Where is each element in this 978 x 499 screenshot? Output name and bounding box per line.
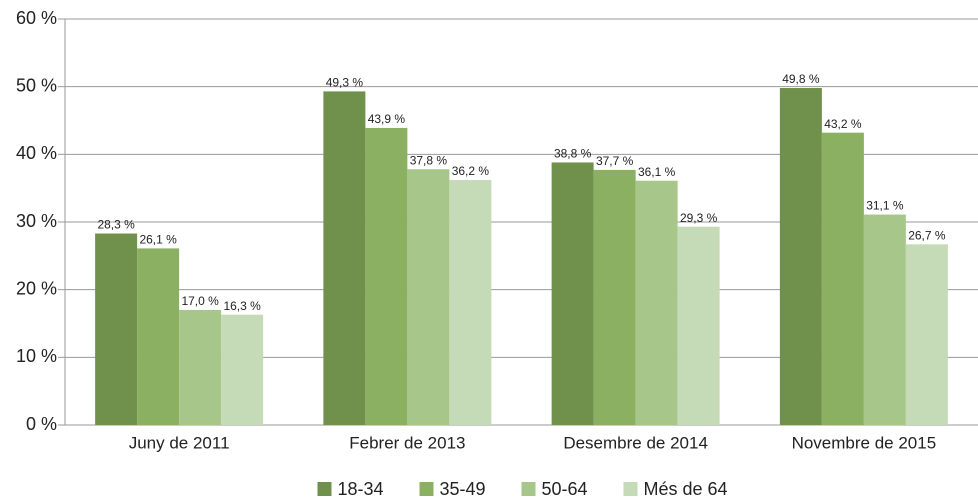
value-label: 16,3 % [223,299,261,313]
bar [635,180,678,425]
legend-swatch [521,482,536,496]
value-label: 37,7 % [596,154,634,168]
value-label: 43,9 % [368,112,406,126]
value-label: 17,0 % [181,294,219,308]
value-label: 49,8 % [782,72,820,86]
legend-swatch [623,482,638,496]
value-label: 38,8 % [554,147,592,161]
legend-swatch [317,482,332,496]
value-label: 28,3 % [97,218,135,232]
y-tick-label: 0 % [26,414,57,434]
bar [863,214,906,425]
value-label: 26,1 % [139,233,177,247]
bar [323,91,366,426]
bar [365,127,408,426]
legend-label: 50-64 [542,479,588,499]
bar [179,309,222,425]
value-label: 37,8 % [410,153,448,167]
y-tick-label: 40 % [16,143,57,163]
x-tick-label: Juny de 2011 [129,433,230,452]
legend-label: 18-34 [338,479,384,499]
bar [221,314,264,425]
value-label: 31,1 % [866,199,904,213]
bar [95,233,138,425]
legend-label: 35-49 [440,479,486,499]
value-label: 49,3 % [326,76,364,90]
x-tick-label: Novembre de 2015 [792,433,937,452]
bar [677,226,720,425]
y-tick-label: 20 % [16,278,57,298]
y-tick-label: 60 % [16,8,57,28]
x-tick-label: Desembre de 2014 [563,433,708,452]
x-tick-label: Febrer de 2013 [349,433,465,452]
bar [593,169,636,425]
value-label: 29,3 % [680,211,718,225]
y-tick-label: 50 % [16,75,57,95]
value-label: 36,2 % [452,164,490,178]
bar [551,162,594,425]
value-label: 43,2 % [824,117,862,131]
value-label: 26,7 % [908,229,946,243]
bar [821,132,864,425]
legend-label: Més de 64 [644,479,728,499]
bar [407,169,450,425]
legend-swatch [419,482,434,496]
bar [137,248,180,425]
bar [905,244,948,425]
y-tick-label: 10 % [16,346,57,366]
bar [449,180,492,425]
y-tick-label: 30 % [16,211,57,231]
value-label: 36,1 % [638,165,676,179]
bar [779,88,822,426]
